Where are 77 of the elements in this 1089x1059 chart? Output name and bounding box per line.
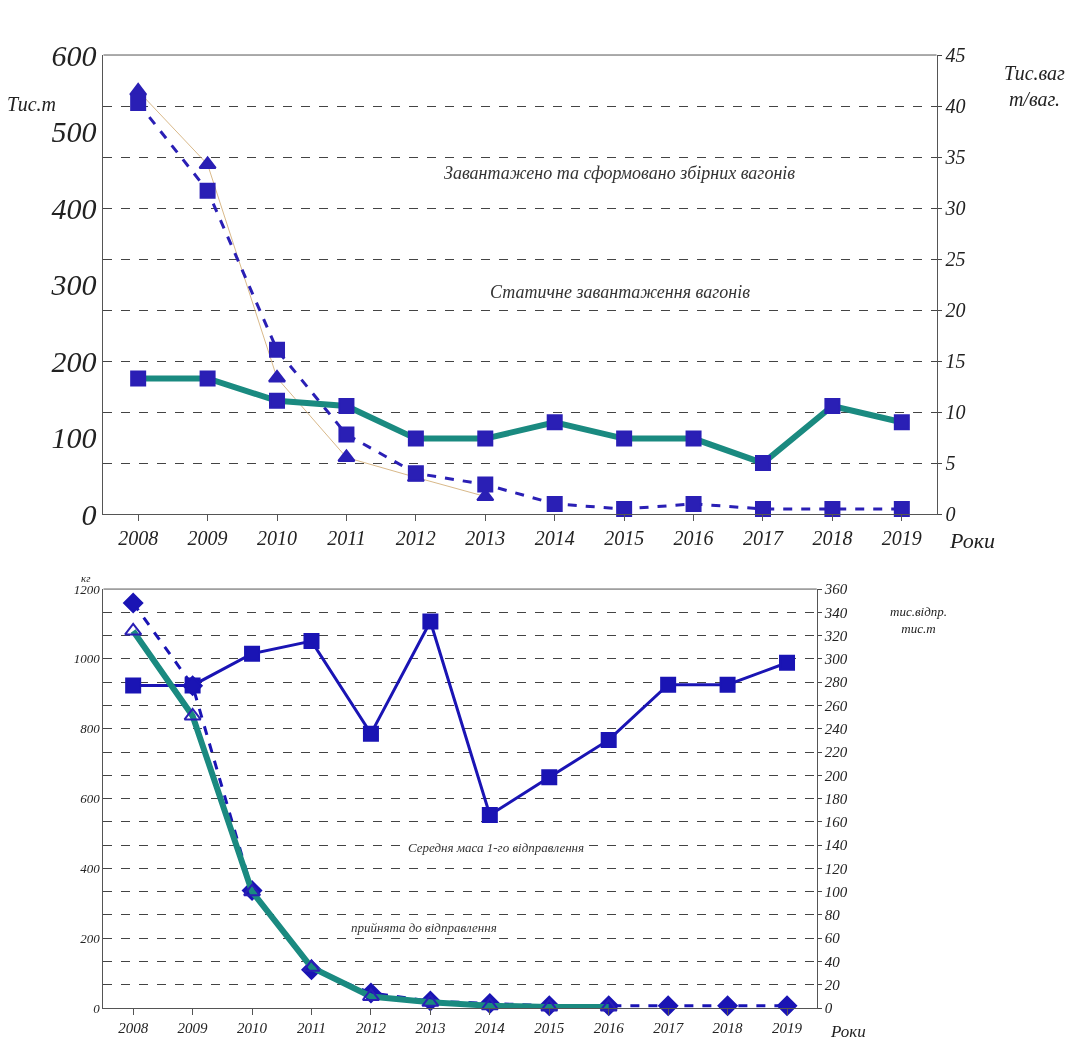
y2-tick-label: 160 — [824, 814, 848, 831]
x-tick-label: 2008 — [118, 1020, 149, 1037]
y2-tick-label: 120 — [824, 860, 848, 877]
annotation: Середня маса 1-го відправлення — [408, 840, 585, 855]
y2-tick-label: 200 — [824, 767, 848, 784]
x-tick-label: 2012 — [395, 527, 436, 550]
x-tick-label: 2017 — [742, 527, 784, 550]
y2-tick-label: 320 — [823, 627, 848, 644]
y2-tick-label: 300 — [823, 651, 848, 668]
y-tick-label: 500 — [51, 115, 97, 149]
x-tick-label: 2010 — [237, 1020, 268, 1037]
y-tick-label: 200 — [80, 930, 101, 946]
y2-tick-label: 340 — [823, 604, 848, 621]
x-tick-label: 2008 — [118, 527, 159, 550]
y2-tick-label: 280 — [824, 674, 848, 691]
y-tick-label: 600 — [80, 791, 101, 807]
y2-tick-label: 0 — [945, 503, 956, 526]
x-axis-title: Роки — [949, 528, 995, 553]
y-tick-label: 800 — [80, 721, 101, 737]
y2-tick-label: 15 — [945, 350, 966, 373]
y2-tick-label: 0 — [824, 1000, 833, 1017]
y-tick-label: 400 — [51, 191, 97, 225]
y2-tick-label: 40 — [945, 95, 966, 118]
y-tick-label: 200 — [51, 344, 97, 378]
y2-tick-label: 30 — [944, 197, 966, 220]
y2-tick-label: 140 — [824, 837, 848, 854]
y2-tick-label: 240 — [824, 720, 848, 737]
x-tick-label: 2012 — [355, 1020, 387, 1037]
x-tick-label: 2019 — [772, 1020, 803, 1037]
y2-tick-label: 100 — [824, 883, 848, 900]
x-axis-title: Роки — [830, 1022, 866, 1041]
x-tick-label: 2018 — [812, 527, 853, 550]
y2-tick-label: 10 — [945, 401, 966, 424]
y-tick-label: 100 — [51, 421, 97, 455]
x-tick-label: 2018 — [712, 1020, 744, 1037]
y2-tick-label: 180 — [824, 790, 848, 807]
x-tick-label: 2016 — [673, 527, 714, 550]
x-tick-label: 2016 — [593, 1020, 625, 1037]
y-tick-label: 0 — [81, 497, 97, 531]
y-tick-label: 600 — [51, 38, 97, 72]
y2-tick-label: 220 — [824, 744, 848, 761]
x-tick-label: 2014 — [474, 1020, 506, 1037]
annotation: Завантажено та сформовано збірних вагонів — [444, 163, 796, 183]
y2-axis-title: тис.відпр. тис.т — [890, 604, 947, 636]
annotation: Статичне завантаження вагонів — [490, 282, 751, 302]
y2-tick-label: 40 — [824, 953, 841, 970]
y-tick-label: 0 — [93, 1000, 101, 1016]
x-tick-label: 2011 — [297, 1020, 326, 1037]
annotation: прийнята до відправлення — [351, 920, 497, 935]
x-tick-label: 2015 — [604, 527, 645, 550]
y2-tick-label: 35 — [944, 146, 966, 169]
x-tick-label: 2009 — [177, 1020, 209, 1037]
y-axis-title: кг — [81, 572, 92, 584]
x-tick-label: 2014 — [534, 527, 575, 550]
x-tick-label: 2013 — [415, 1020, 446, 1037]
y2-tick-label: 45 — [945, 44, 966, 67]
y2-tick-label: 25 — [945, 248, 966, 271]
x-tick-label: 2011 — [327, 527, 366, 550]
y2-tick-label: 5 — [945, 452, 956, 475]
x-tick-label: 2010 — [257, 527, 298, 550]
y-tick-label: 300 — [50, 268, 97, 302]
y2-axis-title: Тис.ваг т/ваг. — [1004, 62, 1066, 110]
y-tick-label: 1000 — [73, 651, 101, 667]
x-tick-label: 2017 — [653, 1020, 685, 1037]
y2-tick-label: 360 — [823, 581, 848, 598]
y2-tick-label: 20 — [824, 977, 841, 994]
y-tick-label: 400 — [80, 860, 101, 876]
x-tick-label: 2015 — [534, 1020, 565, 1037]
x-tick-label: 2013 — [465, 527, 506, 550]
y2-tick-label: 80 — [824, 907, 841, 924]
y2-tick-label: 20 — [945, 299, 966, 322]
x-tick-label: 2019 — [881, 527, 922, 550]
y2-tick-label: 260 — [824, 697, 848, 714]
y-tick-label: 1200 — [73, 581, 101, 597]
y2-tick-label: 60 — [824, 930, 841, 947]
x-tick-label: 2009 — [187, 527, 228, 550]
y-axis-title: Тис.т — [7, 93, 56, 115]
